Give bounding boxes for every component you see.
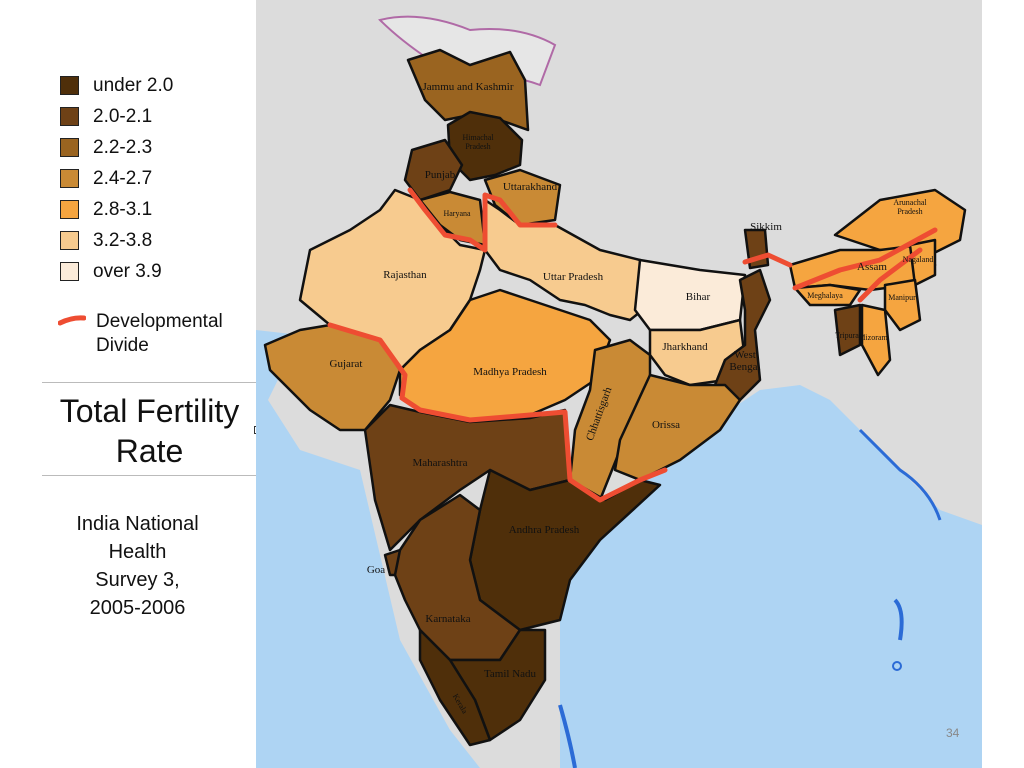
meghalaya [793, 283, 862, 307]
label-jharkhand: Jharkhand [662, 341, 708, 353]
label-maharashtra: Maharashtra [413, 457, 468, 469]
legend-swatch [60, 200, 79, 219]
legend-item-2.4-2.7: 2.4-2.7 [60, 163, 255, 194]
legend-swatch [60, 138, 79, 157]
legend-item-2.0-2.1: 2.0-2.1 [60, 101, 255, 132]
india-map: Jammu and Kashmir Himachal Pradesh Punjab… [256, 0, 982, 768]
kerala [418, 628, 492, 747]
label-madhya-pradesh: Madhya Pradesh [473, 366, 547, 378]
label-punjab: Punjab [425, 169, 456, 181]
label-goa: Goa [367, 564, 385, 576]
label-sikkim: Sikkim [750, 221, 782, 233]
label-orissa: Orissa [652, 419, 680, 431]
tripura [833, 303, 862, 357]
divide-line-icon [58, 315, 86, 326]
legend-label: 2.2-2.3 [93, 136, 153, 158]
island-dot [892, 661, 902, 671]
divide-line-northeast-2 [857, 247, 923, 303]
arabian-sea [256, 330, 480, 768]
label-meghalaya: Meghalaya [807, 291, 843, 300]
legend-swatch [60, 107, 79, 126]
label-manipur: Manipur [888, 293, 916, 302]
legend-label: 3.2-3.8 [93, 229, 153, 251]
divide-line-north [407, 187, 558, 253]
orissa [613, 373, 742, 482]
legend-item-3.2-3.8: 3.2-3.8 [60, 225, 255, 256]
label-bihar: Bihar [686, 291, 711, 303]
legend-label: 2.0-2.1 [93, 105, 153, 127]
developmental-divide-legend: Developmental Divide [58, 310, 223, 358]
label-uttarakhand: Uttarakhand [503, 181, 558, 193]
legend-label: under 2.0 [93, 74, 174, 96]
label-tamil-nadu: Tamil Nadu [484, 668, 537, 680]
jammu-kashmir [406, 48, 530, 132]
label-assam: Assam [857, 261, 887, 273]
legend-item-2.8-3.1: 2.8-3.1 [60, 194, 255, 225]
legend-label: over 3.9 [93, 260, 162, 282]
divide-label: Developmental Divide [96, 311, 223, 356]
page-number: 34 [946, 726, 960, 740]
sri-lanka-coast [558, 704, 577, 768]
legend-swatch [60, 262, 79, 281]
label-himachal: Himachal Pradesh [462, 133, 494, 151]
legend-item-under-2.0: under 2.0 [60, 70, 255, 101]
divide-line-east [742, 252, 793, 268]
legend-swatch [60, 169, 79, 188]
legend-swatch [60, 76, 79, 95]
bay-of-bengal [560, 385, 982, 768]
chhattisgarh [568, 338, 652, 502]
legend-label: 2.4-2.7 [93, 167, 153, 189]
legend-item-2.2-2.3: 2.2-2.3 [60, 132, 255, 163]
label-uttar-pradesh: Uttar Pradesh [543, 271, 604, 283]
label-west-bengal: West Bengal [729, 349, 760, 373]
source-note: India National Health Survey 3, 2005-200… [76, 513, 199, 619]
manipur [883, 278, 922, 332]
label-gujarat: Gujarat [330, 358, 363, 370]
label-arunachal: Arunachal Pradesh [893, 198, 927, 216]
islands [893, 598, 904, 641]
gujarat [263, 323, 402, 432]
label-rajasthan: Rajasthan [383, 269, 427, 281]
label-andhra-pradesh: Andhra Pradesh [509, 524, 580, 536]
legend-label: 2.8-3.1 [93, 198, 153, 220]
mizoram [860, 303, 892, 377]
label-mizoram: Mizoram [858, 333, 888, 342]
legend-swatch [60, 231, 79, 250]
label-nagaland: Nagaland [903, 255, 934, 264]
legend-item-over-3.9: over 3.9 [60, 256, 255, 287]
slide-title[interactable]: Total Fertility Rate [42, 382, 258, 476]
divide-line-central [327, 322, 668, 503]
divide-line-northeast [792, 227, 938, 291]
label-tripura: Tripura [835, 331, 859, 340]
legend: under 2.0 2.0-2.1 2.2-2.3 2.4-2.7 2.8-3.… [60, 70, 255, 287]
label-haryana: Haryana [443, 209, 471, 218]
coastline-border [858, 428, 942, 521]
punjab [403, 138, 464, 202]
label-karnataka: Karnataka [425, 613, 470, 625]
label-jammu-kashmir: Jammu and Kashmir [422, 81, 513, 93]
